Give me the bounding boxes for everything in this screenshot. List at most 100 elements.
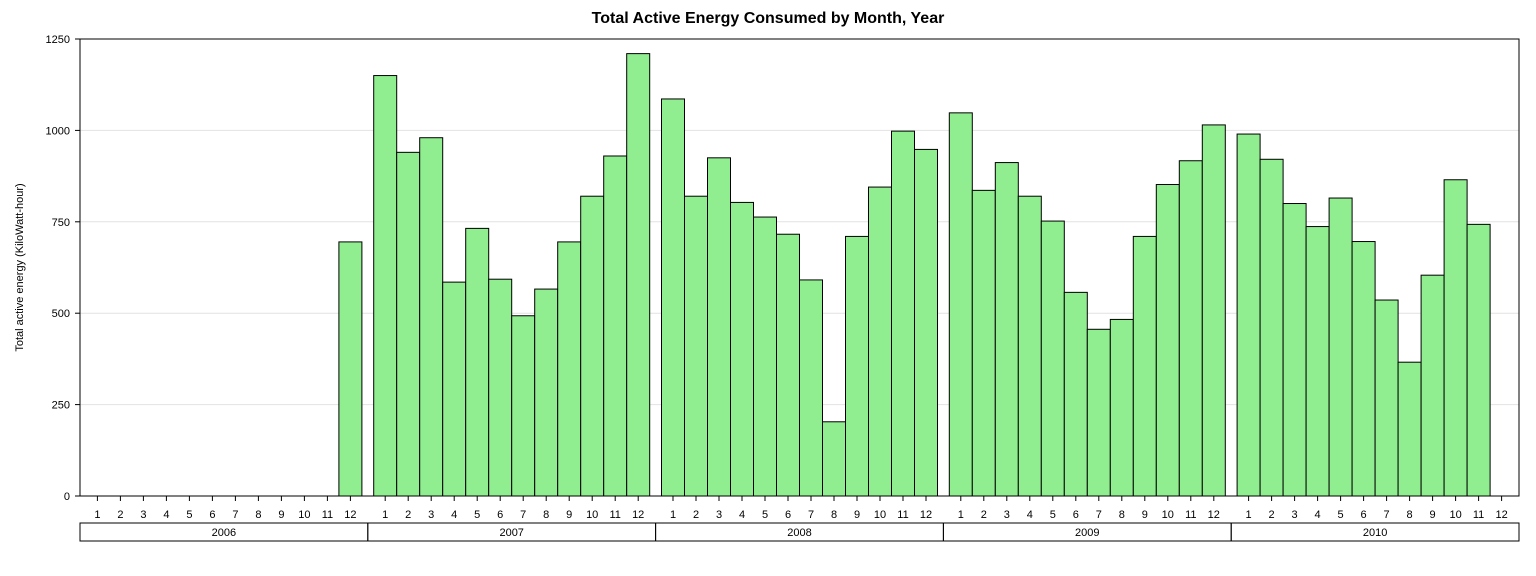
x-tick-label: 3 [1292,509,1298,521]
bar [1132,235,1157,497]
bar [1305,226,1330,497]
bar [822,421,846,497]
x-tick-label: 2 [405,509,411,521]
x-tick-label: 1 [958,509,964,521]
x-tick-label: 9 [1142,509,1148,521]
x-tick-label: 4 [1027,509,1033,521]
bar [948,112,973,497]
year-group-label: 2007 [499,527,523,539]
bar [1466,223,1491,497]
bar [396,151,421,497]
x-tick-label: 8 [1407,509,1413,521]
x-tick-label: 5 [1338,509,1344,521]
y-tick-label: 750 [52,217,70,229]
bar [1155,184,1180,497]
y-tick-label: 500 [52,308,70,320]
x-tick-label: 2 [1269,509,1275,521]
bar [511,315,536,497]
bar [914,148,938,497]
bar [1040,220,1065,497]
bar [753,216,777,497]
x-tick-label: 7 [232,509,238,521]
x-tick-label: 6 [1361,509,1367,521]
x-tick-label: 10 [1449,509,1461,521]
bar [891,130,915,497]
x-tick-label: 5 [474,509,480,521]
x-tick-label: 12 [920,509,932,521]
bar [1351,241,1376,497]
x-tick-label: 6 [497,509,503,521]
x-tick-label: 8 [543,509,549,521]
x-tick-label: 3 [140,509,146,521]
x-tick-label: 7 [1384,509,1390,521]
bar [1282,203,1307,497]
bar [488,278,513,497]
bar [442,281,467,497]
bar [1236,133,1261,497]
bar [730,201,754,497]
bar [707,157,731,497]
bar [1374,299,1399,497]
bar [1420,274,1445,497]
x-tick-label: 10 [874,509,886,521]
x-tick-label: 9 [854,509,860,521]
y-tick-label: 1000 [46,125,70,137]
year-group-box [1230,522,1520,542]
x-tick-label: 2 [981,509,987,521]
bar [580,195,605,497]
x-tick-label: 10 [586,509,598,521]
x-tick-label: 3 [716,509,722,521]
x-tick-label: 11 [1473,509,1484,521]
y-axis-label: Total active energy (KiloWatt-hour) [14,183,26,351]
x-tick-label: 3 [428,509,434,521]
x-tick-label: 7 [808,509,814,521]
year-group-label: 2008 [787,527,811,539]
x-tick-label: 1 [94,509,100,521]
bar [1017,195,1042,497]
x-tick-label: 7 [520,509,526,521]
bar [845,235,869,497]
bar [419,137,444,497]
x-tick-label: 6 [785,509,791,521]
x-tick-label: 8 [1119,509,1125,521]
x-tick-label: 12 [1495,509,1507,521]
x-tick-label: 9 [566,509,572,521]
bar [1086,328,1111,497]
x-tick-label: 5 [186,509,192,521]
year-group-label: 2010 [1363,527,1387,539]
x-tick-label: 11 [1185,509,1196,521]
bar [1109,318,1134,497]
x-tick-label: 10 [1162,509,1174,521]
x-tick-label: 4 [163,509,169,521]
bar [684,195,708,497]
bar [1328,197,1353,497]
x-tick-label: 1 [1246,509,1252,521]
x-tick-label: 6 [1073,509,1079,521]
x-tick-label: 10 [298,509,310,521]
y-tick-label: 0 [64,491,70,503]
bar [868,186,892,497]
year-group-label: 2006 [212,527,236,539]
bar [1443,179,1468,497]
x-tick-label: 5 [1050,509,1056,521]
year-group-label: 2009 [1075,527,1099,539]
y-tick-label: 250 [52,400,70,412]
x-tick-label: 11 [897,509,908,521]
x-tick-label: 8 [831,509,837,521]
x-tick-label: 9 [278,509,284,521]
bar [661,98,685,497]
bar [603,155,628,497]
x-tick-label: 12 [344,509,356,521]
bar [776,233,800,497]
chart-title: Total Active Energy Consumed by Month, Y… [591,10,945,27]
bar [626,53,651,497]
bar [465,227,490,497]
x-tick-label: 11 [322,509,333,521]
y-tick-label: 1250 [46,34,70,46]
x-tick-label: 4 [1315,509,1321,521]
x-tick-label: 2 [693,509,699,521]
x-tick-label: 4 [451,509,457,521]
bar [1178,160,1203,497]
x-tick-label: 12 [632,509,644,521]
